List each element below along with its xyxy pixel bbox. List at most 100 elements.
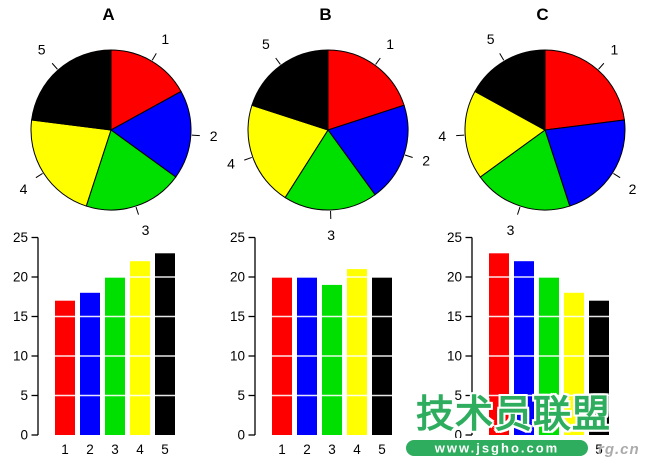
y-tick-label: 0 <box>237 428 245 443</box>
y-tick-label: 10 <box>13 349 28 364</box>
pie-label-leader <box>275 57 281 65</box>
y-tick-label: 15 <box>13 309 28 324</box>
bar-chart-a: 0 5 10 15 20 25 1 2 3 4 5 <box>13 230 200 457</box>
pie-slice <box>327 104 409 196</box>
pie-slice <box>544 119 626 207</box>
panel-b-pie: B 1 2 3 4 5 <box>217 0 434 243</box>
bar <box>322 284 342 435</box>
pie-label-leader <box>375 57 381 65</box>
pie-chart-c: 1 2 3 4 5 <box>438 31 637 238</box>
panel-b-bar: 0 5 10 15 20 25 1 2 3 4 5 <box>217 228 434 466</box>
y-tick-label: 5 <box>20 388 28 403</box>
watermark-url-text: www.jsgho.com <box>434 440 560 455</box>
y-tick-label: 15 <box>230 309 245 324</box>
pie-slice <box>85 129 177 211</box>
panel-a-bar: 0 5 10 15 20 25 1 2 3 4 5 <box>0 228 217 466</box>
pie-slice <box>544 49 625 131</box>
y-tick-label: 5 <box>237 388 245 403</box>
x-tick-label: 2 <box>303 442 311 457</box>
x-tick-label: 1 <box>278 442 286 457</box>
pie-label-leader <box>456 134 465 137</box>
x-tick-label: 3 <box>111 442 119 457</box>
y-tick-label: 25 <box>447 230 462 245</box>
pie-slice-label: 5 <box>38 42 46 58</box>
pie-slice <box>110 90 192 178</box>
panel-c-title: C <box>536 5 549 24</box>
y-tick-label: 10 <box>230 349 245 364</box>
pie-label-leader <box>35 172 43 179</box>
pie-slice <box>30 119 112 207</box>
pie-label-leader <box>135 206 139 215</box>
pie-slice-label: 4 <box>227 156 235 172</box>
y-tick-label: 10 <box>447 349 462 364</box>
x-tick-label: 5 <box>595 442 603 457</box>
pie-label-leader <box>51 62 58 70</box>
pie-slice <box>31 49 112 131</box>
x-tick-label: 4 <box>353 442 361 457</box>
y-tick-label: 20 <box>13 270 28 285</box>
x-tick-label: 5 <box>378 442 386 457</box>
x-tick-label: 2 <box>86 442 94 457</box>
bar <box>489 253 509 435</box>
pie-slice <box>464 90 546 178</box>
bar <box>80 292 100 435</box>
pie-slice <box>327 49 405 131</box>
pie-label-leader <box>191 134 200 137</box>
bar <box>55 300 75 435</box>
pie-slice <box>479 129 571 211</box>
y-tick-label: 20 <box>447 270 462 285</box>
x-tick-label: 4 <box>136 442 144 457</box>
bar <box>347 269 367 435</box>
pie-slice-label: 3 <box>142 222 150 238</box>
pie-slice-label: 4 <box>438 128 446 144</box>
pie-label-leader <box>598 62 605 70</box>
pie-slice-label: 1 <box>161 31 169 47</box>
pie-label-leader <box>517 206 521 215</box>
pie-slice-label: 5 <box>487 31 495 47</box>
bar <box>155 253 175 435</box>
pie-slice-label: 1 <box>611 42 619 58</box>
pie-label-leader <box>613 172 621 179</box>
bar-chart-b: 0 5 10 15 20 25 1 2 3 4 5 <box>230 230 417 457</box>
y-tick-label: 25 <box>13 230 28 245</box>
pie-chart-b: 1 2 3 4 5 <box>227 36 430 243</box>
pie-slice <box>284 129 376 211</box>
pie-slice-label: 2 <box>210 128 218 144</box>
pie-label-leader <box>499 53 505 61</box>
bar <box>130 261 150 435</box>
pie-slice <box>110 49 182 131</box>
pie-chart-a: 1 2 3 4 5 <box>20 31 218 238</box>
watermark-brand-text: 技术员联盟 <box>416 394 612 436</box>
y-tick-label: 20 <box>230 270 245 285</box>
pie-slice <box>474 49 546 131</box>
panel-b-title: B <box>319 5 332 24</box>
y-tick-label: 25 <box>230 230 245 245</box>
pie-slice-label: 2 <box>422 153 430 169</box>
pie-slice-label: 3 <box>327 227 335 243</box>
pie-slice-label: 4 <box>20 181 28 197</box>
panel-a-title: A <box>102 5 115 24</box>
panel-c-pie: C 1 2 3 4 5 <box>434 0 650 238</box>
pie-label-leader <box>151 53 157 61</box>
pie-slice-label: 3 <box>507 222 515 238</box>
x-tick-label: 3 <box>328 442 336 457</box>
y-tick-label: 0 <box>20 428 28 443</box>
pie-label-leader <box>404 154 413 158</box>
pie-slice <box>251 49 329 131</box>
pie-slice-label: 1 <box>386 36 394 52</box>
pie-slice-label: 2 <box>629 181 637 197</box>
pie-slice-label: 5 <box>262 36 270 52</box>
pie-slice <box>247 104 329 199</box>
bar <box>589 300 609 435</box>
bar <box>564 292 584 435</box>
y-tick-label: 15 <box>447 309 462 324</box>
x-tick-label: 5 <box>161 442 169 457</box>
bar <box>514 261 534 435</box>
pie-label-leader <box>244 156 252 161</box>
watermark-fragment-text: rg.cn <box>598 441 640 458</box>
y-tick-label: 0 <box>454 428 462 443</box>
y-tick-label: 5 <box>454 388 462 403</box>
